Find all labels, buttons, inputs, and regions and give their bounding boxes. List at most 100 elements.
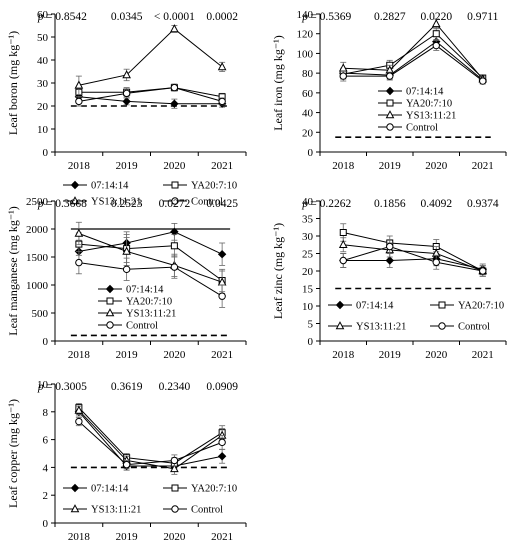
data-point [170, 463, 179, 473]
data-point [75, 97, 83, 106]
x-tick-label: 2020 [163, 160, 186, 172]
y-tick-label: 2500 [26, 196, 49, 208]
legend-marker [70, 196, 80, 205]
legend-marker [171, 505, 179, 513]
data-point [479, 267, 487, 275]
legend-label: 07:14:14 [406, 87, 444, 98]
x-tick-label: 2018 [332, 160, 355, 172]
legend-label: Control [458, 322, 490, 333]
data-point [122, 97, 131, 106]
series-line [78, 407, 223, 464]
chart-panel-1: 0 10 20 30 40 50 60 2018 2019 2020 2021 Leaf boron … [6, 9, 247, 208]
y-tick-label: 10 [37, 379, 49, 391]
chart-panel-3: 0 500 1000 1500 2000 2500 2018 2019 2020 2021 Leaf… [6, 196, 247, 361]
p-value: = 0.5369 [310, 11, 351, 23]
series-line [78, 87, 223, 102]
data-point [170, 456, 179, 465]
series-line [343, 258, 483, 270]
y-tick-label: 2 [43, 490, 49, 502]
series-line [78, 96, 223, 105]
x-tick-label: 2021 [472, 349, 494, 361]
y-tick-label: 40 [37, 55, 49, 67]
legend-marker [335, 300, 345, 310]
series-line [78, 231, 223, 255]
data-point [170, 242, 178, 250]
legend-label: Control [191, 505, 223, 516]
x-tick-label: 2021 [211, 349, 233, 361]
x-tick-label: 2020 [163, 531, 186, 543]
p-value: 0.9374 [467, 198, 499, 210]
y-tick-label: 40 [302, 196, 314, 208]
series-circle [75, 250, 226, 308]
y-tick-label: 5 [308, 319, 314, 331]
x-tick-label: 2020 [425, 349, 448, 361]
p-value: 0.9711 [467, 11, 498, 23]
chart-panel-4: 0 5 10 15 20 25 30 35 40 2018 2019 2020 2021 Leaf zin… [271, 196, 507, 361]
legend-label: 07:14:14 [356, 301, 394, 312]
y-tick-label: 40 [302, 108, 314, 120]
legend-label: YS13:11:21 [91, 197, 141, 208]
series-line [78, 243, 223, 281]
p-label: p [301, 198, 308, 210]
x-tick-label: 2021 [211, 160, 233, 172]
legend-marker [438, 322, 446, 330]
legend-marker [386, 123, 394, 131]
legend-label: YS13:11:21 [406, 111, 456, 122]
p-value: 0.0272 [159, 198, 191, 210]
data-point [74, 228, 84, 237]
legend-label: YA20:7:10 [126, 297, 172, 308]
data-point [385, 256, 394, 265]
y-tick-label: 25 [302, 249, 314, 261]
series-circle [339, 40, 487, 85]
y-tick-label: 60 [302, 88, 314, 100]
x-tick-label: 2018 [68, 160, 91, 172]
legend-label: YA20:7:10 [458, 301, 504, 312]
data-point [75, 417, 83, 426]
p-value: 0.1856 [374, 198, 406, 210]
y-tick-label: 120 [297, 29, 314, 41]
data-point [386, 72, 394, 80]
series-triangle [74, 221, 227, 294]
legend-label: YA20:7:10 [406, 99, 452, 110]
p-value: = 0.3005 [46, 381, 87, 393]
legend-marker [385, 86, 395, 96]
p-label: p [37, 198, 44, 210]
y-tick-label: 100 [297, 48, 314, 60]
y-tick-label: 20 [37, 101, 49, 113]
x-tick-label: 2018 [68, 531, 91, 543]
y-tick-label: 6 [43, 435, 49, 447]
y-tick-label: 50 [37, 32, 49, 44]
legend-label: YS13:11:21 [356, 322, 406, 333]
legend-label: Control [191, 197, 223, 208]
data-point [75, 258, 83, 267]
legend-label: YS13:11:21 [91, 505, 141, 516]
legend-label: YS13:11:21 [126, 309, 176, 320]
x-tick-label: 2018 [68, 349, 91, 361]
data-point [432, 258, 440, 266]
data-point [339, 229, 347, 236]
data-point [432, 41, 440, 50]
series-line [78, 87, 223, 98]
p-value: = 0.3668 [46, 198, 87, 210]
p-value: 0.0909 [206, 381, 238, 393]
y-tick-label: 8 [43, 407, 49, 419]
series-triangle [338, 18, 488, 83]
data-point [339, 256, 347, 265]
series-line [343, 23, 484, 80]
legend-label: YA20:7:10 [191, 484, 237, 495]
y-tick-label: 15 [302, 284, 314, 296]
legend-label: Control [406, 123, 438, 134]
p-label: p [301, 11, 308, 23]
data-point [218, 438, 226, 447]
series-line [343, 33, 484, 79]
data-point [122, 460, 131, 469]
data-point [431, 18, 441, 28]
p-value: 0.0220 [420, 11, 452, 23]
y-tick-label: 20 [302, 266, 314, 278]
x-tick-label: 2019 [116, 531, 139, 543]
series-triangle [74, 405, 227, 475]
y-tick-label: 30 [37, 78, 49, 90]
y-tick-label: 0 [43, 336, 49, 348]
data-point [386, 242, 394, 251]
